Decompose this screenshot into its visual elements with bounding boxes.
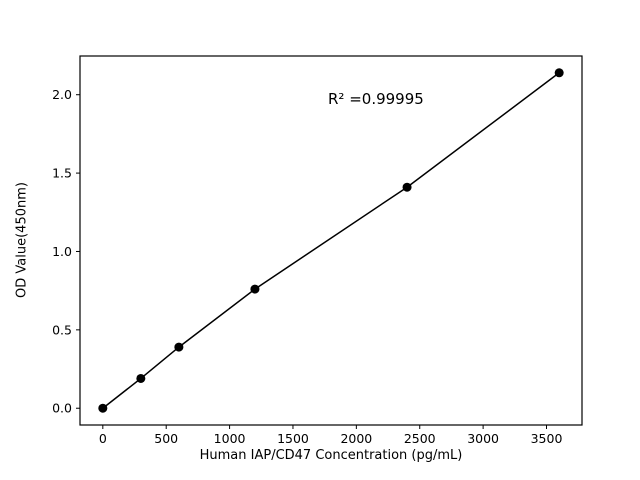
- r-squared-annotation: R² =0.99995: [328, 90, 424, 108]
- y-axis-label: OD Value(450nm): [14, 182, 30, 298]
- svg-text:2000: 2000: [340, 431, 372, 446]
- svg-text:0.0: 0.0: [52, 401, 72, 416]
- svg-text:0: 0: [99, 431, 107, 446]
- svg-text:3500: 3500: [531, 431, 563, 446]
- x-axis-label: Human IAP/CD47 Concentration (pg/mL): [199, 448, 463, 463]
- svg-text:0.5: 0.5: [52, 322, 72, 337]
- svg-text:3000: 3000: [467, 431, 499, 446]
- svg-text:1000: 1000: [214, 431, 246, 446]
- svg-text:500: 500: [154, 431, 178, 446]
- svg-text:1.5: 1.5: [52, 166, 72, 181]
- svg-text:1.0: 1.0: [52, 244, 72, 259]
- svg-text:2500: 2500: [404, 431, 436, 446]
- svg-text:2.0: 2.0: [52, 87, 72, 102]
- svg-text:1500: 1500: [277, 431, 309, 446]
